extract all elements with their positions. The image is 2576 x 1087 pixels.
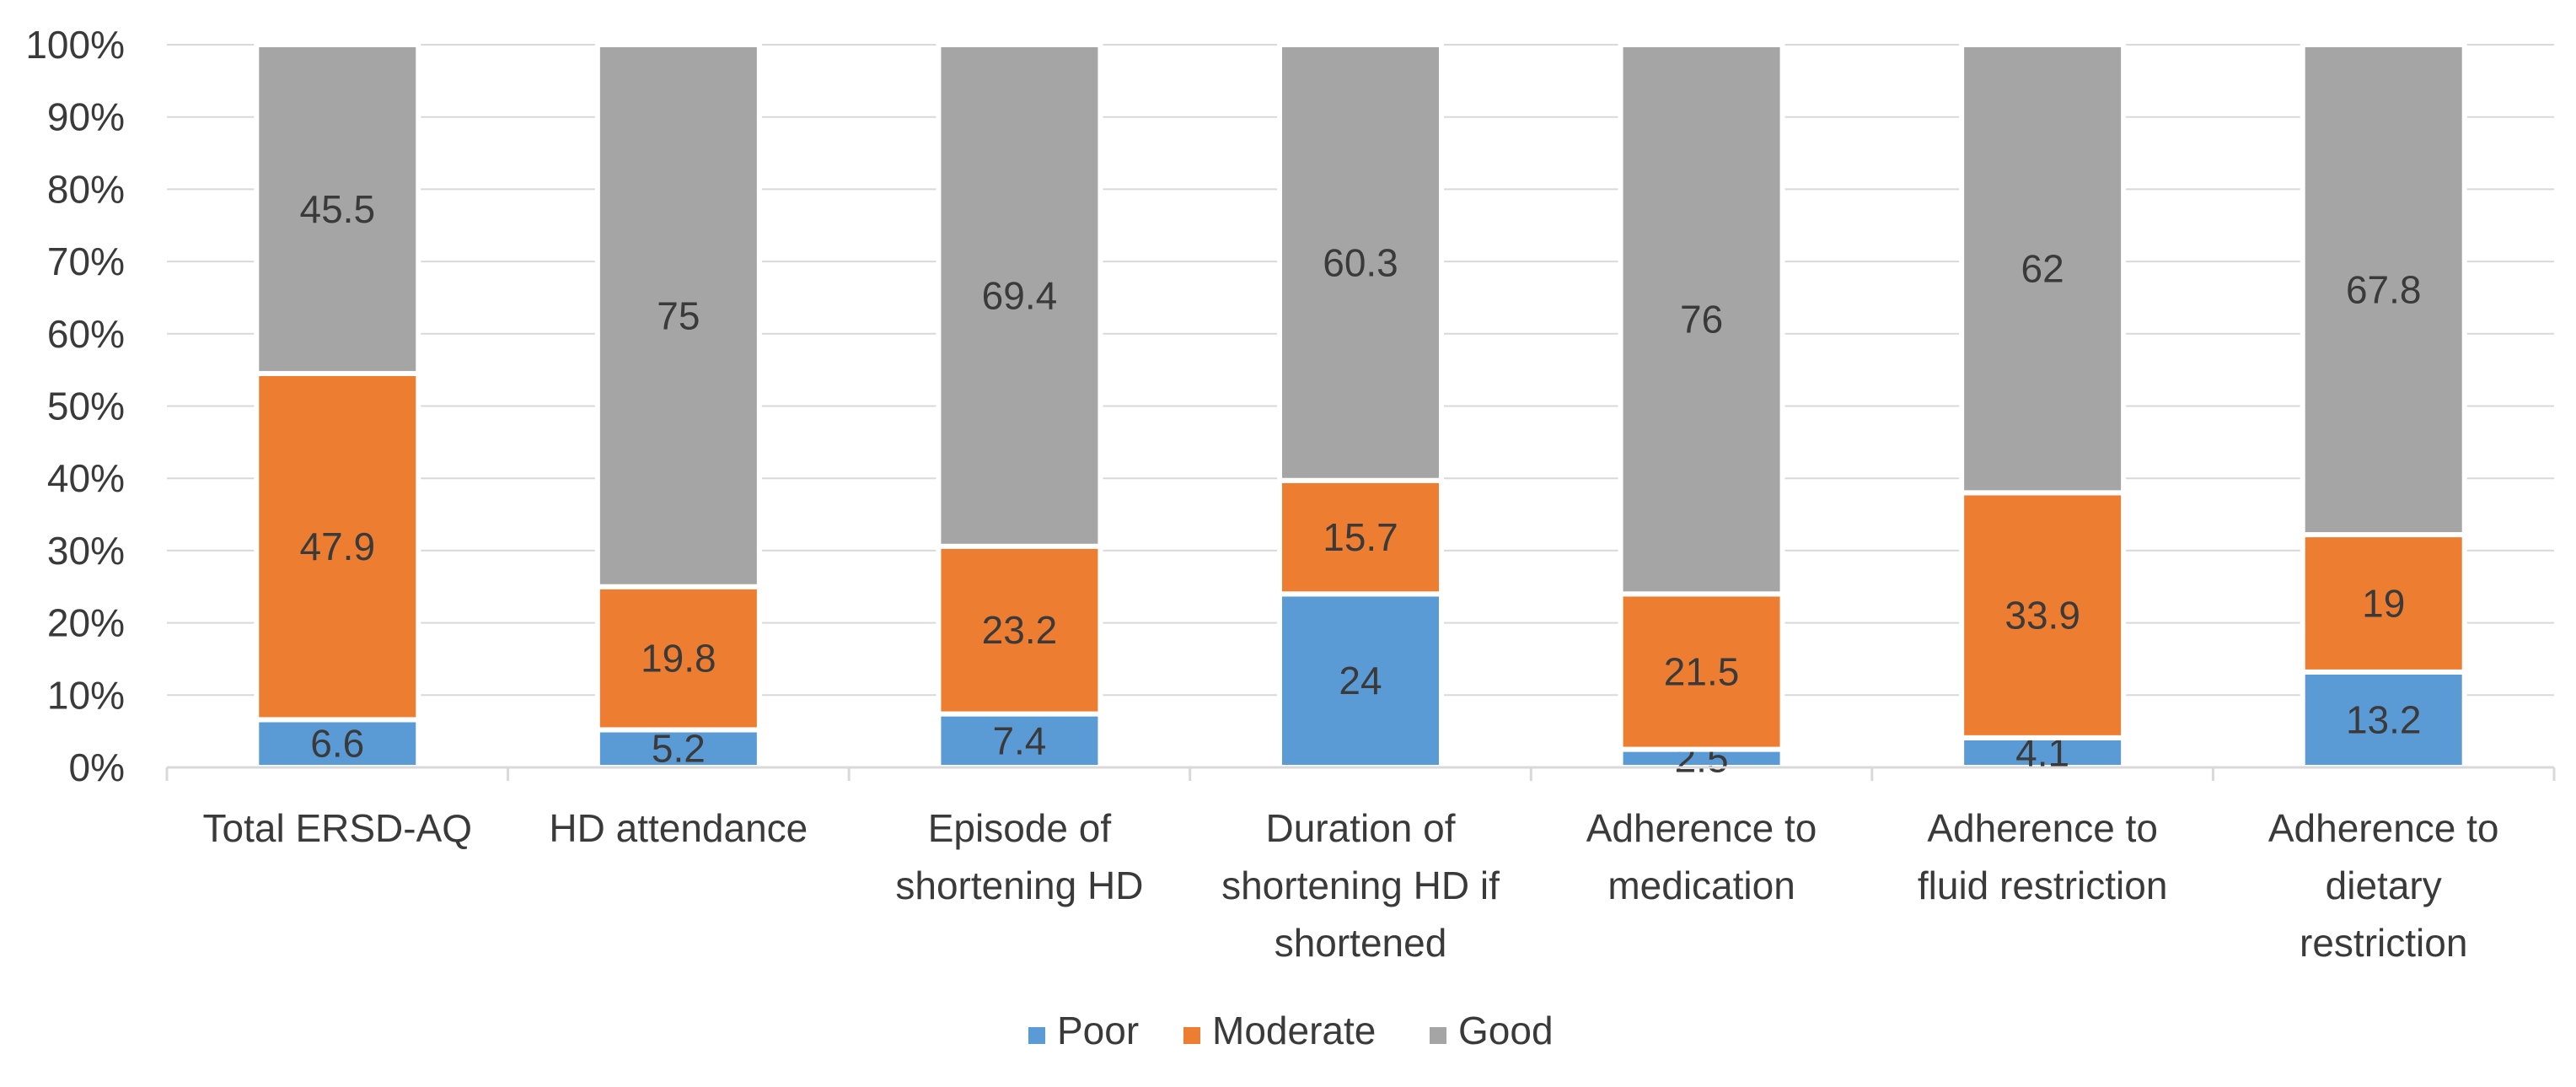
x-tick-label: Episode of shortening HD — [895, 806, 1143, 907]
x-tick-label-line: shortening HD if — [1221, 864, 1500, 907]
bar-poor — [1277, 591, 1444, 770]
y-tick-label: 0% — [69, 745, 125, 789]
legend-swatch-poor — [1028, 1027, 1045, 1044]
data-label: 47.9 — [300, 525, 376, 568]
bar-good — [1277, 42, 1444, 483]
legend: Poor Moderate Good — [1028, 1009, 1554, 1052]
legend-label: Moderate — [1212, 1009, 1376, 1052]
y-tick-label: 40% — [47, 456, 125, 500]
bar-moderate — [1618, 591, 1785, 752]
bar-moderate — [1277, 477, 1444, 597]
data-label: 75 — [657, 293, 700, 337]
bar-good — [936, 42, 1103, 549]
legend-label: Good — [1458, 1009, 1554, 1052]
y-tick-label: 50% — [47, 385, 125, 428]
x-tick-label-line: HD attendance — [549, 806, 808, 850]
bar-poor — [2300, 669, 2467, 770]
x-tick-label: HD attendance — [549, 806, 808, 850]
data-label: 21.5 — [1664, 649, 1740, 693]
bar-good — [1618, 42, 1785, 597]
x-tick-label-line: Total ERSD-AQ — [203, 806, 473, 850]
data-label: 6.6 — [310, 722, 364, 766]
x-tick-label-line: fluid restriction — [1918, 864, 2168, 907]
y-tick-label: 10% — [47, 673, 125, 717]
x-tick-label-line: restriction — [2300, 921, 2467, 965]
x-tick-label-line: medication — [1607, 864, 1795, 907]
legend-swatch-good — [1430, 1027, 1446, 1044]
y-tick-label: 60% — [47, 312, 125, 356]
bar-moderate — [594, 584, 762, 733]
bar-moderate — [2300, 532, 2467, 675]
bar-good — [1959, 42, 2127, 496]
data-label: 33.9 — [2004, 594, 2080, 638]
y-tick-label: 100% — [25, 23, 125, 67]
x-tick-label: Adherence to dietary restriction — [2268, 806, 2499, 965]
data-label: 69.4 — [982, 273, 1058, 317]
legend-swatch-moderate — [1183, 1027, 1200, 1044]
y-axis: 0% 10% 20% 30% 40% 50% 60% 70% 80% 90% 100% — [25, 23, 125, 789]
bar-good — [254, 42, 421, 376]
x-tick-label-line: Duration of — [1265, 806, 1455, 850]
data-label: 7.4 — [992, 718, 1046, 762]
data-label: 5.2 — [652, 727, 706, 771]
y-tick-label: 30% — [47, 529, 125, 573]
x-axis: Total ERSD-AQ HD attendance Episode of shor… — [165, 766, 2556, 965]
bar-poor — [936, 711, 1103, 770]
x-tick-label-line: Adherence to — [2268, 806, 2499, 850]
data-label: 19.8 — [641, 637, 716, 681]
bars: 6.6 47.9 45.5 5.2 19.8 75 7.4 23.2 69.4 24 15.7 60.… — [254, 42, 2467, 780]
x-tick-label-line: dietary — [2326, 864, 2442, 907]
bar-good — [2300, 42, 2467, 538]
data-label: 67.8 — [2346, 268, 2422, 312]
data-label: 19 — [2362, 581, 2405, 625]
data-label: 76 — [1680, 298, 1723, 342]
bar-moderate — [1959, 490, 2127, 740]
y-tick-label: 20% — [47, 601, 125, 645]
data-label: 13.2 — [2346, 697, 2422, 741]
y-tick-label: 90% — [47, 95, 125, 139]
x-tick-label-line: Adherence to — [1927, 806, 2158, 850]
x-tick-label-line: shortening HD — [895, 864, 1143, 907]
data-label: 24 — [1339, 659, 1382, 702]
y-tick-label: 80% — [47, 167, 125, 211]
data-label: 62 — [2021, 247, 2064, 291]
bar-poor — [594, 727, 762, 770]
data-label: 60.3 — [1323, 240, 1398, 284]
data-label: 23.2 — [982, 608, 1058, 652]
legend-label: Poor — [1057, 1009, 1139, 1052]
x-tick-label: Total ERSD-AQ — [203, 806, 473, 850]
bar-good — [594, 42, 762, 589]
x-tick-label-line: Episode of — [928, 806, 1112, 850]
bar-moderate — [936, 543, 1103, 717]
x-tick-label-line: Adherence to — [1586, 806, 1817, 850]
data-label: 15.7 — [1323, 515, 1398, 559]
data-label: 45.5 — [300, 187, 376, 231]
y-tick-label: 70% — [47, 239, 125, 283]
x-tick-label: Duration of shortening HD if shortened — [1221, 806, 1500, 965]
x-tick-label: Adherence to fluid restriction — [1918, 806, 2168, 907]
x-tick-label-line: shortened — [1275, 921, 1447, 965]
x-tick-label: Adherence to medication — [1586, 806, 1817, 907]
